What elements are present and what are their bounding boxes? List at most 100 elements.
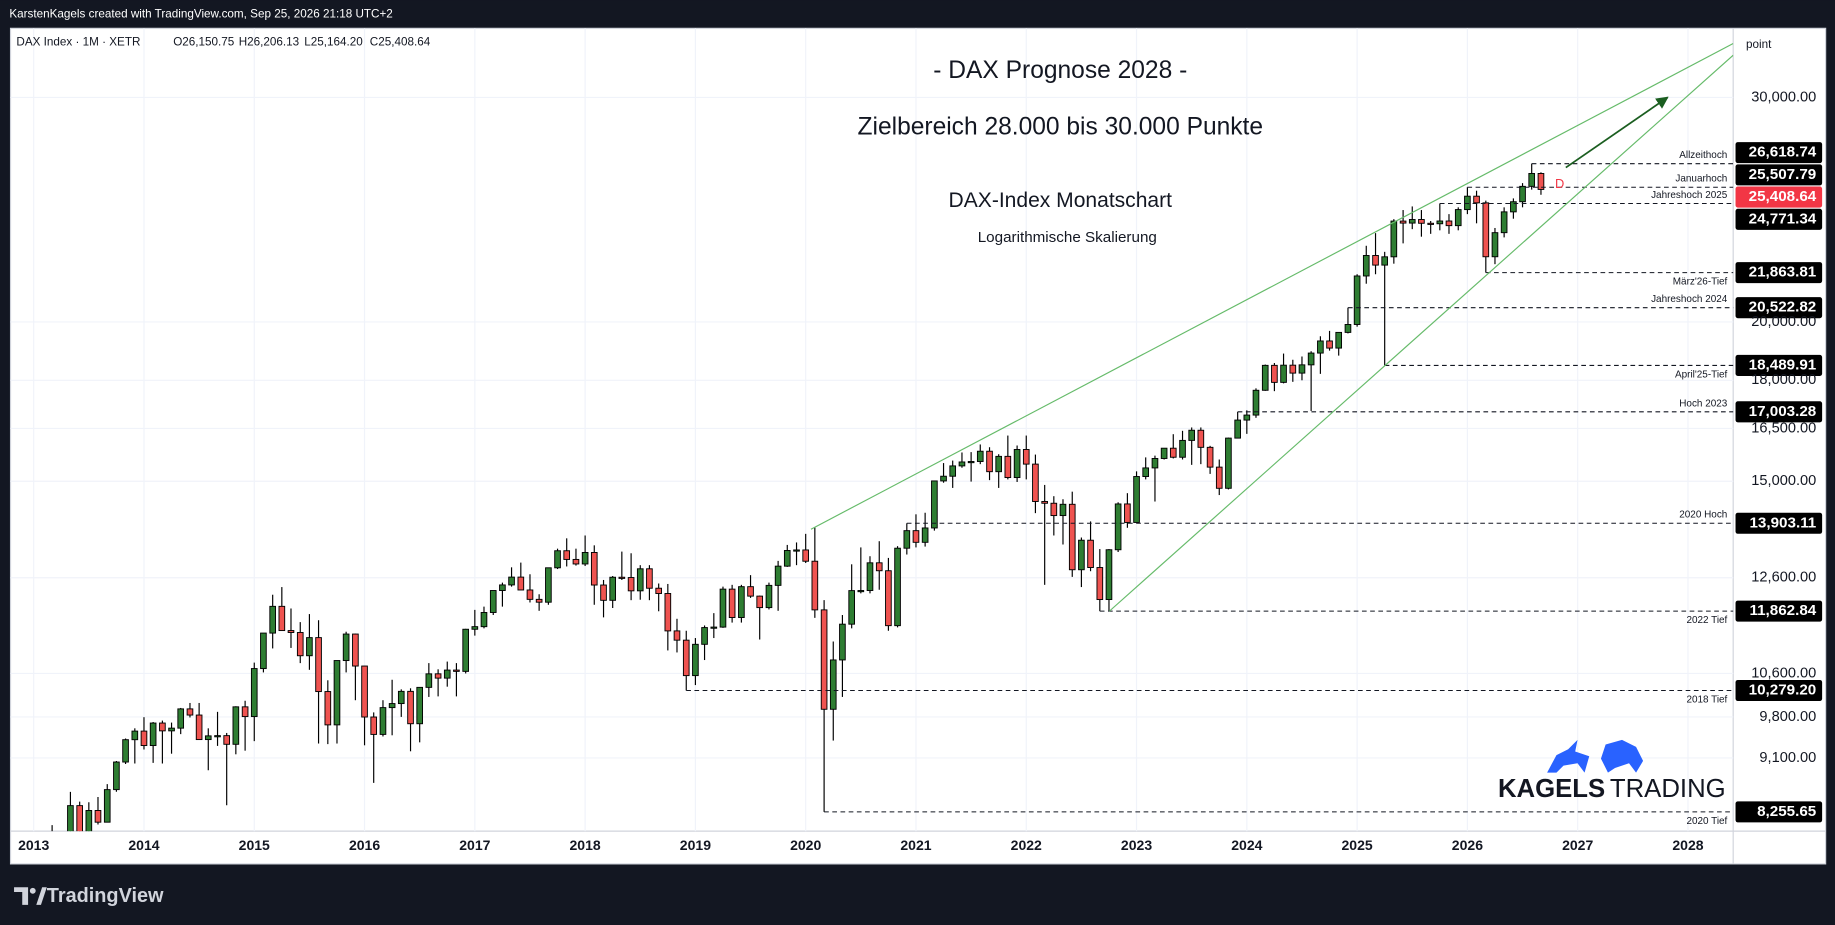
candle-body: [1124, 503, 1131, 523]
x-tick-label: 2017: [459, 837, 490, 853]
price-label: 18,489.91: [1749, 356, 1817, 373]
candle-body: [793, 549, 800, 552]
candle-body: [85, 810, 93, 832]
candle-body: [1464, 195, 1471, 211]
y-tick-label: 9,800.00: [1759, 709, 1816, 725]
candle-body: [443, 669, 451, 679]
axes: 2013 2014 2015 2016 2017 2018 2019 2020 2021 2022…: [18, 89, 1816, 853]
candle-body: [315, 637, 322, 693]
x-tick-label: 2024: [1231, 837, 1262, 853]
price-label: 8,255.65: [1757, 803, 1817, 820]
price-label-box: [1735, 401, 1823, 423]
candle-body: [572, 558, 580, 565]
candle-body: [471, 626, 479, 630]
y-tick-label: 15,000.00: [1751, 473, 1816, 489]
candle-body: [1372, 255, 1379, 266]
x-tick-label: 2025: [1342, 837, 1373, 853]
candle-body: [747, 586, 754, 597]
candle-body: [131, 730, 139, 741]
candle-body: [232, 706, 240, 745]
candle-body: [1225, 437, 1232, 489]
candle-body: [912, 530, 920, 543]
credit: KarstenKagels created with TradingView.c…: [9, 7, 392, 20]
price-label: 25,507.79: [1749, 166, 1817, 183]
levels: Allzeithoch 26,618.74 Januarhoch 25,507.79 2…: [686, 142, 1823, 827]
candle-body: [765, 584, 773, 609]
candle-body: [1188, 429, 1196, 441]
trend-line: [1109, 54, 1734, 612]
candle-body: [545, 567, 552, 603]
candle-body: [710, 626, 718, 629]
candle-body: [940, 475, 947, 482]
level-note: 2020 Tief: [1686, 816, 1727, 827]
candle-body: [820, 609, 828, 710]
candle-body: [866, 562, 874, 591]
candle-body: [1041, 501, 1048, 504]
candle-body: [1399, 220, 1407, 224]
candle-body: [214, 735, 221, 738]
price-label: 10,279.20: [1749, 681, 1817, 698]
candle-body: [1114, 503, 1122, 551]
candle-body: [526, 589, 534, 600]
candles: [51, 163, 1545, 832]
candle-body: [581, 551, 589, 565]
candle-body: [1022, 449, 1030, 465]
price-label-box: [1735, 164, 1823, 186]
x-tick-label: 2020: [790, 837, 821, 853]
forecast-arrow: [1565, 96, 1669, 169]
candle-body: [1482, 202, 1490, 258]
candle-body: [462, 628, 469, 672]
candle-body: [241, 706, 249, 718]
candle-body: [195, 714, 203, 741]
candle-body: [1032, 463, 1039, 502]
candle-body: [756, 595, 764, 609]
candle-body: [1243, 414, 1251, 421]
candle-body: [590, 551, 598, 586]
candle-body: [627, 577, 635, 592]
price-label: 17,003.28: [1749, 403, 1817, 420]
x-tick-label: 2016: [349, 837, 380, 853]
candle-body: [692, 643, 699, 677]
price-label-box: [1735, 186, 1823, 208]
candle-body: [1271, 364, 1278, 383]
candle-body: [664, 593, 672, 632]
candle-body: [260, 632, 267, 670]
candle-body: [1234, 419, 1241, 439]
candle-body: [986, 450, 993, 473]
candle-body: [333, 660, 341, 726]
logo-icon: [14, 887, 29, 905]
chart-frame: [9, 27, 1827, 865]
candle-body: [1491, 232, 1499, 258]
candle-body: [1252, 389, 1260, 416]
candle-body: [1087, 539, 1094, 568]
candle-body: [223, 735, 231, 745]
price-label: 25,408.64: [1749, 188, 1817, 205]
candle-body: [342, 633, 350, 662]
candle-body: [554, 550, 561, 569]
candle-body: [618, 576, 626, 579]
candle-body: [949, 465, 957, 477]
candle-body: [416, 686, 424, 725]
candle-body: [903, 530, 911, 549]
x-tick-label: 2022: [1011, 837, 1042, 853]
logo-icon: [29, 887, 36, 894]
candle-body: [1510, 201, 1517, 213]
candle-body: [1261, 364, 1269, 391]
candle-body: [839, 623, 846, 661]
candle-body: [1151, 458, 1159, 469]
candle-body: [379, 707, 387, 735]
price-label: 11,862.84: [1749, 602, 1816, 619]
x-tick-label: 2018: [570, 837, 601, 853]
watermark-word: KAGELS: [1498, 775, 1605, 803]
y-tick-label: 20,000.00: [1751, 314, 1816, 330]
trend-line: [810, 43, 1734, 530]
price-label-box: [1735, 679, 1823, 702]
candle-body: [931, 480, 938, 529]
logo-icon: [36, 887, 47, 905]
price-label-box: [1735, 297, 1823, 319]
candle-body: [1179, 439, 1186, 458]
candle-body: [1353, 275, 1361, 325]
price-label: 26,618.74: [1749, 144, 1817, 161]
tradingview-logo: TradingView: [14, 885, 164, 907]
candle-body: [1169, 447, 1177, 458]
